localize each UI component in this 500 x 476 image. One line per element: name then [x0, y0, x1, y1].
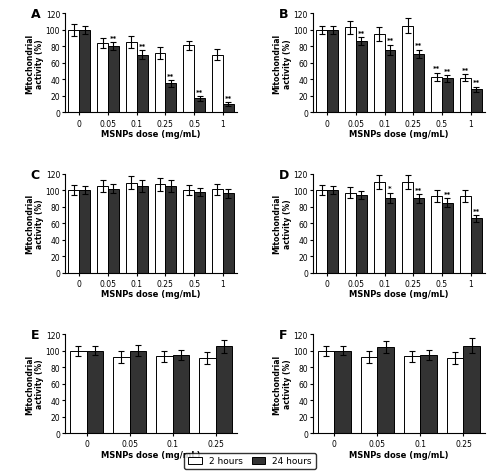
- Bar: [460, 197, 470, 273]
- Text: C: C: [30, 169, 40, 181]
- Bar: [334, 351, 350, 433]
- Bar: [172, 355, 189, 433]
- Text: **: **: [167, 74, 174, 79]
- Bar: [97, 187, 108, 273]
- Bar: [384, 198, 396, 273]
- Bar: [166, 187, 176, 273]
- Text: *: *: [388, 186, 392, 192]
- Bar: [80, 191, 90, 273]
- Bar: [183, 46, 194, 113]
- Bar: [442, 203, 453, 273]
- Bar: [86, 351, 103, 433]
- Bar: [414, 55, 424, 113]
- Bar: [194, 99, 205, 113]
- Y-axis label: Mitochondrial
activity (%): Mitochondrial activity (%): [272, 34, 292, 94]
- Bar: [183, 191, 194, 273]
- Bar: [80, 31, 90, 113]
- Text: **: **: [196, 89, 203, 95]
- Text: F: F: [278, 328, 287, 341]
- Bar: [316, 191, 327, 273]
- Bar: [154, 185, 166, 273]
- Bar: [136, 55, 147, 113]
- Text: **: **: [472, 80, 480, 86]
- Bar: [68, 31, 80, 113]
- Bar: [113, 357, 130, 433]
- Text: A: A: [30, 9, 40, 21]
- Bar: [356, 196, 367, 273]
- Bar: [402, 27, 413, 113]
- Bar: [470, 219, 482, 273]
- Text: **: **: [462, 68, 469, 74]
- Bar: [327, 191, 338, 273]
- Bar: [156, 357, 172, 433]
- Text: **: **: [386, 39, 394, 44]
- Text: **: **: [415, 188, 422, 194]
- Y-axis label: Mitochondrial
activity (%): Mitochondrial activity (%): [25, 354, 44, 414]
- Bar: [431, 197, 442, 273]
- Text: **: **: [358, 31, 365, 37]
- Bar: [223, 194, 234, 273]
- Bar: [414, 199, 424, 273]
- Text: **: **: [444, 69, 451, 75]
- Text: B: B: [278, 9, 288, 21]
- Bar: [374, 183, 384, 273]
- Bar: [420, 355, 437, 433]
- Bar: [126, 183, 136, 273]
- Bar: [464, 346, 480, 433]
- Bar: [374, 35, 384, 113]
- Y-axis label: Mitochondrial
activity (%): Mitochondrial activity (%): [272, 194, 292, 254]
- Bar: [316, 31, 327, 113]
- Text: D: D: [278, 169, 288, 181]
- X-axis label: MSNPs dose (mg/mL): MSNPs dose (mg/mL): [102, 129, 201, 139]
- Text: E: E: [30, 328, 39, 341]
- X-axis label: MSNPs dose (mg/mL): MSNPs dose (mg/mL): [349, 129, 448, 139]
- Bar: [200, 358, 216, 433]
- Bar: [404, 357, 420, 433]
- X-axis label: MSNPs dose (mg/mL): MSNPs dose (mg/mL): [102, 450, 201, 459]
- Text: **: **: [433, 66, 440, 72]
- Text: **: **: [110, 36, 117, 42]
- Bar: [470, 90, 482, 113]
- Bar: [318, 351, 334, 433]
- Bar: [130, 351, 146, 433]
- Bar: [154, 54, 166, 113]
- Text: **: **: [138, 44, 146, 50]
- Bar: [212, 190, 223, 273]
- Bar: [108, 47, 119, 113]
- Bar: [327, 31, 338, 113]
- Bar: [460, 79, 470, 113]
- Y-axis label: Mitochondrial
activity (%): Mitochondrial activity (%): [272, 354, 292, 414]
- Bar: [402, 183, 413, 273]
- Bar: [378, 347, 394, 433]
- Text: **: **: [224, 96, 232, 102]
- Y-axis label: Mitochondrial
activity (%): Mitochondrial activity (%): [25, 34, 44, 94]
- X-axis label: MSNPs dose (mg/mL): MSNPs dose (mg/mL): [102, 290, 201, 299]
- Bar: [361, 357, 378, 433]
- Bar: [216, 347, 232, 433]
- Bar: [442, 79, 453, 113]
- Text: **: **: [415, 43, 422, 50]
- Bar: [431, 78, 442, 113]
- Legend: 2 hours, 24 hours: 2 hours, 24 hours: [184, 453, 316, 469]
- Bar: [126, 43, 136, 113]
- Bar: [356, 42, 367, 113]
- Bar: [68, 191, 80, 273]
- Bar: [384, 50, 396, 113]
- Bar: [345, 28, 356, 113]
- Bar: [97, 44, 108, 113]
- Bar: [223, 105, 234, 113]
- Bar: [194, 192, 205, 273]
- Bar: [212, 55, 223, 113]
- Text: **: **: [444, 192, 451, 198]
- Bar: [108, 189, 119, 273]
- X-axis label: MSNPs dose (mg/mL): MSNPs dose (mg/mL): [349, 450, 448, 459]
- Bar: [136, 187, 147, 273]
- Y-axis label: Mitochondrial
activity (%): Mitochondrial activity (%): [25, 194, 44, 254]
- Text: **: **: [472, 208, 480, 214]
- X-axis label: MSNPs dose (mg/mL): MSNPs dose (mg/mL): [349, 290, 448, 299]
- Bar: [345, 193, 356, 273]
- Bar: [70, 351, 86, 433]
- Bar: [166, 84, 176, 113]
- Bar: [447, 358, 464, 433]
